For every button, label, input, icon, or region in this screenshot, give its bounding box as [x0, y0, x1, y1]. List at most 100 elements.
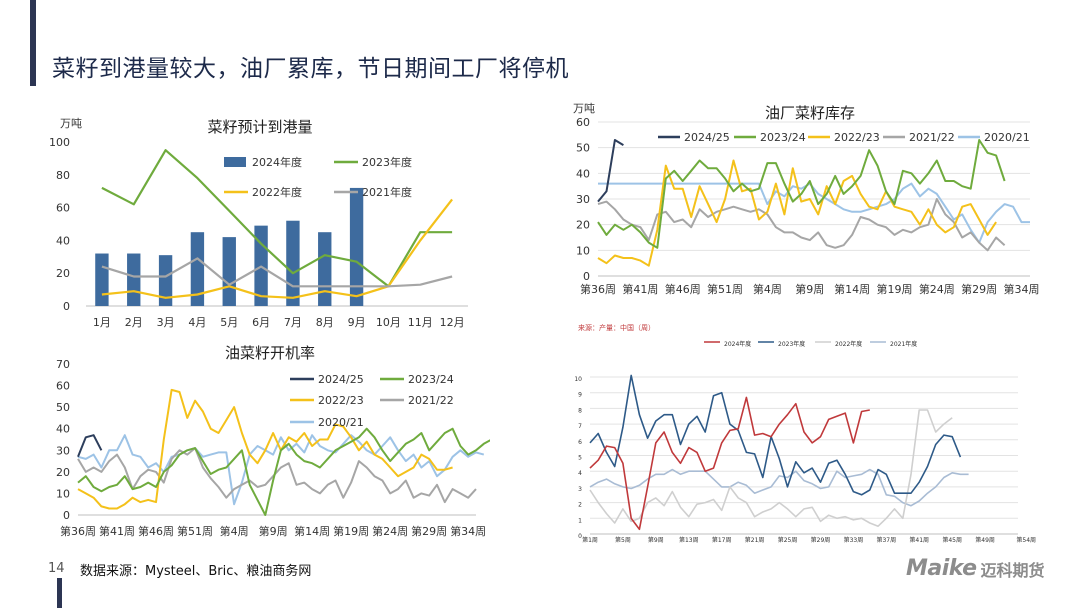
legend-label: 2024/25	[318, 373, 364, 386]
y-tick-label: 60	[56, 380, 70, 393]
chart-header: 来源：产量：中国（周）	[578, 323, 655, 332]
small_chart-series-2024	[589, 396, 870, 531]
bar	[222, 237, 236, 306]
bar	[127, 253, 141, 306]
legend-label: 2023年度	[778, 340, 805, 348]
accent-bar-top	[30, 0, 36, 86]
bar	[158, 255, 173, 306]
legend-label: 2021年度	[890, 340, 917, 348]
arrivals-series-2022	[101, 198, 453, 299]
arrivals-series-2021	[101, 257, 453, 288]
y-tick-label: 20	[56, 267, 70, 280]
bar	[349, 187, 364, 306]
legend-label: 2021年度	[362, 185, 412, 199]
data-source: 数据来源：Mysteel、Bric、粮油商务网	[80, 564, 312, 579]
inventory-series-2023-24	[597, 139, 1006, 249]
legend-label: 2023年度	[362, 155, 412, 169]
legend-label: 2024/25	[684, 131, 730, 144]
operating_rate-series-2023-24	[77, 427, 490, 516]
y-tick-label: 0	[63, 300, 70, 313]
x-tick-label: 第29周	[961, 282, 997, 296]
bar	[190, 232, 205, 306]
chart-title: 油厂菜籽库存	[765, 104, 855, 122]
x-tick-label: 第46周	[665, 282, 701, 296]
y-tick-label: 7	[578, 423, 582, 430]
x-tick-label: 第13周	[679, 536, 699, 544]
y-tick-label: 40	[56, 234, 70, 247]
x-tick-label: 第24周	[372, 524, 408, 538]
operating_rate-series-2022-23	[77, 388, 453, 510]
arrivals-chart: 万吨 菜籽预计到港量 0 20 40 60 80 100 1月 2月 3月 4月 5月 6月 7月 8月 9月 1…	[49, 117, 468, 329]
x-tick-label: 第49周	[975, 536, 995, 544]
y-tick-label: 70	[56, 358, 70, 371]
y-tick-label: 8	[578, 407, 582, 414]
brand-logo: Maike 迈科期货	[906, 556, 1045, 581]
x-tick-label: 第34周	[1004, 282, 1040, 296]
legend-label: 2022年度	[835, 340, 862, 348]
y-tick-label: 0	[583, 270, 590, 283]
legend-label: 2021/22	[408, 394, 454, 407]
x-tick-label: 第17周	[712, 536, 732, 544]
legend-label: 2023/24	[760, 131, 806, 144]
x-tick-label: 第36周	[580, 282, 616, 296]
x-tick-label: 第41周	[909, 536, 929, 544]
y-unit-label: 万吨	[573, 102, 595, 115]
y-tick-label: 10	[56, 487, 70, 500]
y-tick-label: 80	[56, 169, 70, 182]
y-tick-label: 50	[576, 142, 590, 155]
y-tick-label: 0	[578, 533, 582, 540]
y-tick-label: 5	[578, 455, 582, 462]
x-tick-label: 第9周	[795, 282, 824, 296]
x-tick-label: 第34周	[450, 524, 486, 538]
x-tick-label: 第54周	[1016, 536, 1036, 544]
y-tick-label: 40	[576, 167, 590, 180]
x-tick-label: 第19周	[333, 524, 369, 538]
x-tick-label: 3月	[157, 316, 175, 329]
chart-title: 菜籽预计到港量	[207, 118, 312, 136]
page-title: 菜籽到港量较大，油厂累库，节日期间工厂将停机	[52, 56, 569, 82]
x-tick-label: 第9周	[648, 536, 664, 544]
y-tick-label: 0	[63, 509, 70, 522]
legend-label: 2023/24	[408, 373, 454, 386]
x-tick-label: 第36周	[60, 524, 96, 538]
bar	[95, 253, 109, 306]
small-line-chart: 来源：产量：中国（周） 0 1 2 3 4 5 6 7 8 9 10 第1周 第5周 第9周 第13周 第17周…	[574, 323, 1036, 544]
x-tick-label: 第51周	[707, 282, 743, 296]
logo-mark: Maike	[906, 556, 977, 581]
x-tick-label: 第1周	[582, 536, 598, 544]
bar	[286, 220, 300, 306]
bar	[318, 232, 332, 306]
y-tick-label: 60	[576, 116, 590, 129]
x-tick-label: 第51周	[177, 524, 213, 538]
y-unit-label: 万吨	[60, 117, 82, 130]
y-tick-label: 1	[578, 517, 582, 524]
y-tick-label: 30	[576, 193, 590, 206]
x-tick-label: 第37周	[876, 536, 896, 544]
x-tick-label: 第41周	[99, 524, 135, 538]
y-tick-label: 9	[578, 392, 582, 399]
x-tick-label: 4月	[188, 316, 206, 329]
legend-label: 2022/23	[834, 131, 880, 144]
y-tick-label: 10	[574, 376, 582, 383]
legend-label: 2020/21	[318, 416, 364, 429]
x-tick-label: 1月	[93, 316, 111, 329]
x-tick-label: 第4周	[220, 524, 249, 538]
chart-title: 油菜籽开机率	[225, 344, 315, 362]
inventory-chart: 油厂菜籽库存 万吨 0 10 20 30 40 50 60 第36周 第41周 第46周 第51周 第4周…	[573, 102, 1040, 296]
logo-cn-text: 迈科期货	[980, 560, 1045, 580]
accent-bar-bottom	[57, 578, 62, 608]
x-tick-label: 第29周	[811, 536, 831, 544]
y-tick-label: 30	[56, 444, 70, 457]
x-tick-label: 8月	[316, 316, 334, 329]
operating-rate-chart: 油菜籽开机率 0 10 20 30 40 50 60 70 第36周 第41周 第46周 第51周 第4周…	[56, 344, 490, 538]
y-tick-label: 100	[49, 136, 70, 149]
y-tick-label: 10	[576, 244, 590, 257]
x-tick-label: 5月	[220, 316, 238, 329]
operating_rate-series-2020-21	[77, 434, 485, 506]
y-tick-label: 4	[578, 470, 582, 477]
x-tick-label: 6月	[252, 316, 270, 329]
x-tick-label: 第14周	[294, 524, 330, 538]
x-tick-label: 12月	[440, 316, 465, 329]
x-tick-label: 第9周	[259, 524, 288, 538]
legend-label: 2022年度	[252, 185, 302, 199]
